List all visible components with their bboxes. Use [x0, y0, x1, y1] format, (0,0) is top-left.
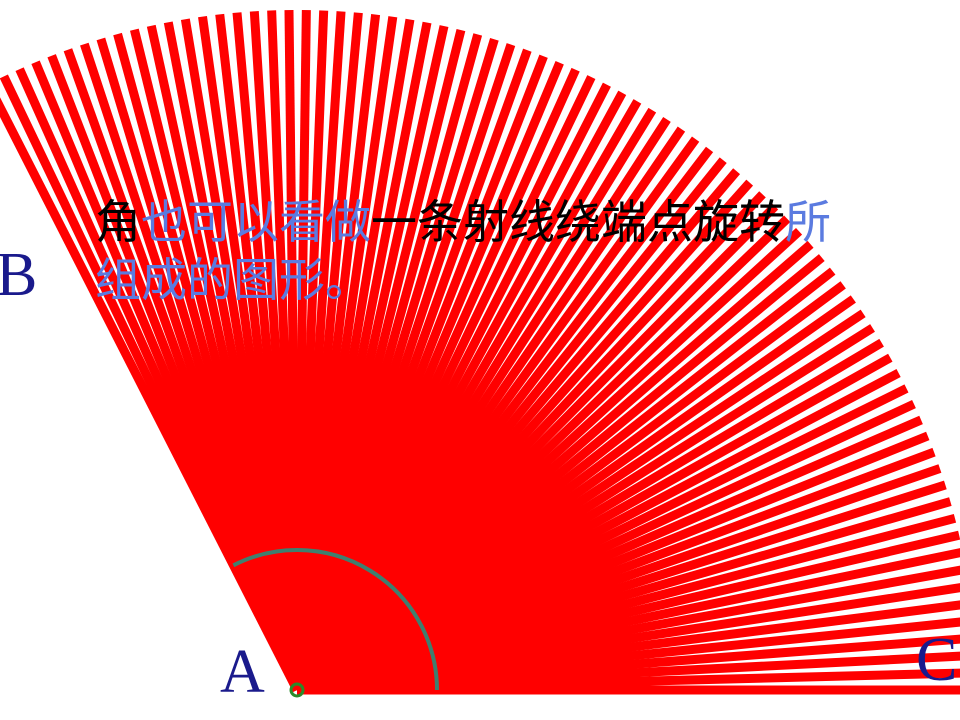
label-a: A: [220, 638, 265, 706]
caption-segment: 也可以看做: [141, 195, 371, 249]
caption-line-1: 角也可以看做一条射线绕端点旋转所: [95, 195, 831, 249]
label-b: B: [0, 241, 37, 309]
ray-fan: [0, 9, 960, 695]
angle-arc: [232, 548, 439, 691]
caption-segment: 所: [785, 195, 831, 249]
caption-segment: 一条射线绕端点旋转: [371, 195, 785, 249]
caption-line-2: 组成的图形。: [95, 253, 371, 307]
ray: [0, 97, 302, 693]
label-c: C: [916, 626, 957, 694]
vertex-point: [289, 682, 305, 698]
caption-segment: 组成的图形。: [95, 253, 371, 307]
caption-segment: 角: [95, 195, 141, 249]
